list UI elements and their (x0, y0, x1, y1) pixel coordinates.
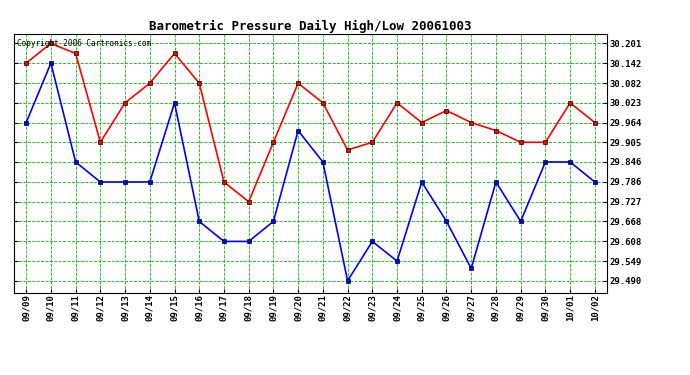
Text: Copyright 2006 Cartronics.com: Copyright 2006 Cartronics.com (17, 39, 151, 48)
Title: Barometric Pressure Daily High/Low 20061003: Barometric Pressure Daily High/Low 20061… (149, 20, 472, 33)
